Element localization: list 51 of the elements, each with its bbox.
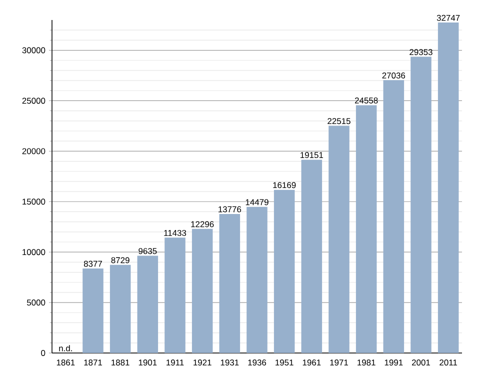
bar (82, 268, 104, 353)
data-label: 13776 (218, 206, 242, 212)
data-label: 29353 (410, 49, 432, 56)
text: n.d. (59, 345, 72, 352)
y-tick-label: 10000 (22, 249, 46, 256)
y-tick-label: 0 (41, 350, 46, 356)
x-tick-label: 2011 (440, 360, 458, 366)
x-tick-label: 1861 (56, 360, 75, 366)
data-label: 24558 (354, 98, 378, 104)
y-tick-label: 20000 (22, 148, 46, 154)
bar (410, 56, 432, 353)
data-label: 9635 (138, 248, 157, 254)
bar (301, 160, 322, 353)
data-label: 14479 (246, 199, 268, 206)
y-tick-label: 15000 (22, 198, 46, 205)
data-label: 8729 (111, 257, 130, 264)
x-tick-label: 1901 (138, 360, 157, 366)
y-tick-label: 25000 (22, 98, 46, 104)
bar (164, 238, 186, 353)
x-tick-label: 1881 (112, 360, 130, 366)
x-tick-label: 1991 (384, 360, 403, 366)
bar (328, 126, 350, 353)
bar (274, 190, 295, 353)
bar (137, 256, 158, 353)
x-tick-label: 1981 (358, 360, 376, 366)
bar (110, 264, 131, 353)
bar (246, 206, 268, 353)
x-tick-label: 1911 (166, 360, 184, 366)
bar (438, 22, 459, 353)
data-label: 22515 (328, 118, 350, 124)
data-label: 8377 (84, 260, 102, 267)
data-label: 12296 (191, 221, 214, 228)
x-tick-label: 1871 (84, 360, 102, 366)
x-tick-label: 2001 (412, 360, 430, 366)
bar (192, 228, 213, 353)
data-label: 27036 (382, 72, 406, 78)
bar (219, 214, 240, 353)
x-tick-label: 1961 (302, 360, 321, 366)
x-tick-label: 1921 (194, 360, 212, 366)
data-label: 16169 (273, 182, 296, 188)
x-tick-label: 1951 (276, 360, 294, 366)
bar (356, 105, 377, 353)
bar (383, 80, 404, 353)
x-tick-label: 1931 (220, 360, 239, 366)
y-tick-label: 30000 (22, 47, 46, 54)
x-tick-label: 1971 (330, 360, 348, 366)
data-label: 11433 (164, 230, 186, 236)
y-tick-label: 5000 (26, 300, 46, 306)
x-tick-label: 1936 (248, 360, 266, 366)
data-label: 19151 (300, 152, 324, 158)
data-label: 32747 (436, 14, 460, 21)
